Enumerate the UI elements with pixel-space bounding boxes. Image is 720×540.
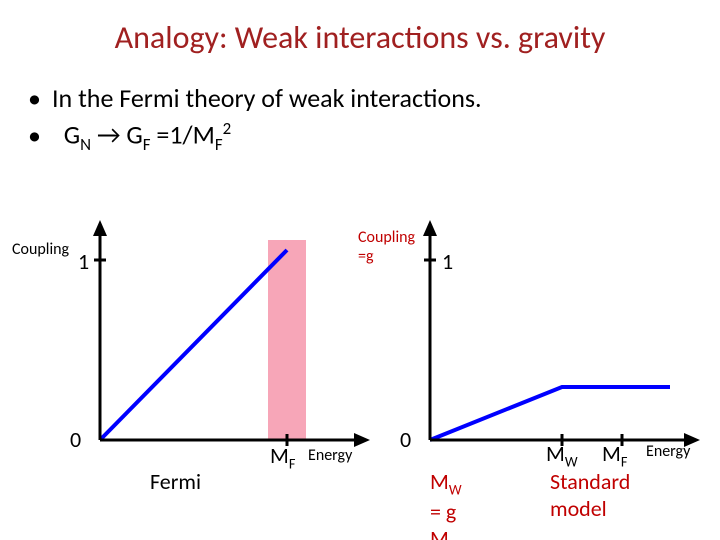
series-line [100,250,287,440]
page-title: Analogy: Weak interactions vs. gravity [0,18,720,57]
x-axis-arrow-icon [354,433,370,447]
x-tick-label-mw: MW [546,440,578,470]
y-tick-label-0: 0 [400,426,411,453]
bullet-2: • GN → GF =1/MF2 [28,118,231,155]
danger-band [268,240,306,440]
series-line [430,387,670,440]
bullet-1: •In the Fermi theory of weak interaction… [28,82,482,114]
bullet-1-text: In the Fermi theory of weak interactions… [52,82,482,114]
y-tick-label-1: 1 [78,248,89,275]
y-tick-label-0: 0 [70,426,81,453]
x-tick-label-mf: MF [270,442,295,472]
x-axis-label: Energy [646,442,690,461]
slide: Analogy: Weak interactions vs. gravity •… [0,0,720,540]
x-axis-label: Energy [308,446,352,465]
y-axis-label: Coupling [12,240,69,259]
y-axis-arrow-icon [423,220,437,236]
chart-sm-caption-1: MW = g MF [430,468,462,540]
chart-sm-caption-2: Standard model [550,468,630,522]
y-axis-label: Coupling =g [358,228,415,266]
chart-fermi-caption: Fermi [150,468,201,495]
y-tick-label-1: 1 [442,248,453,275]
x-tick-label-mf: MF [602,440,627,470]
y-axis-arrow-icon [93,220,107,236]
